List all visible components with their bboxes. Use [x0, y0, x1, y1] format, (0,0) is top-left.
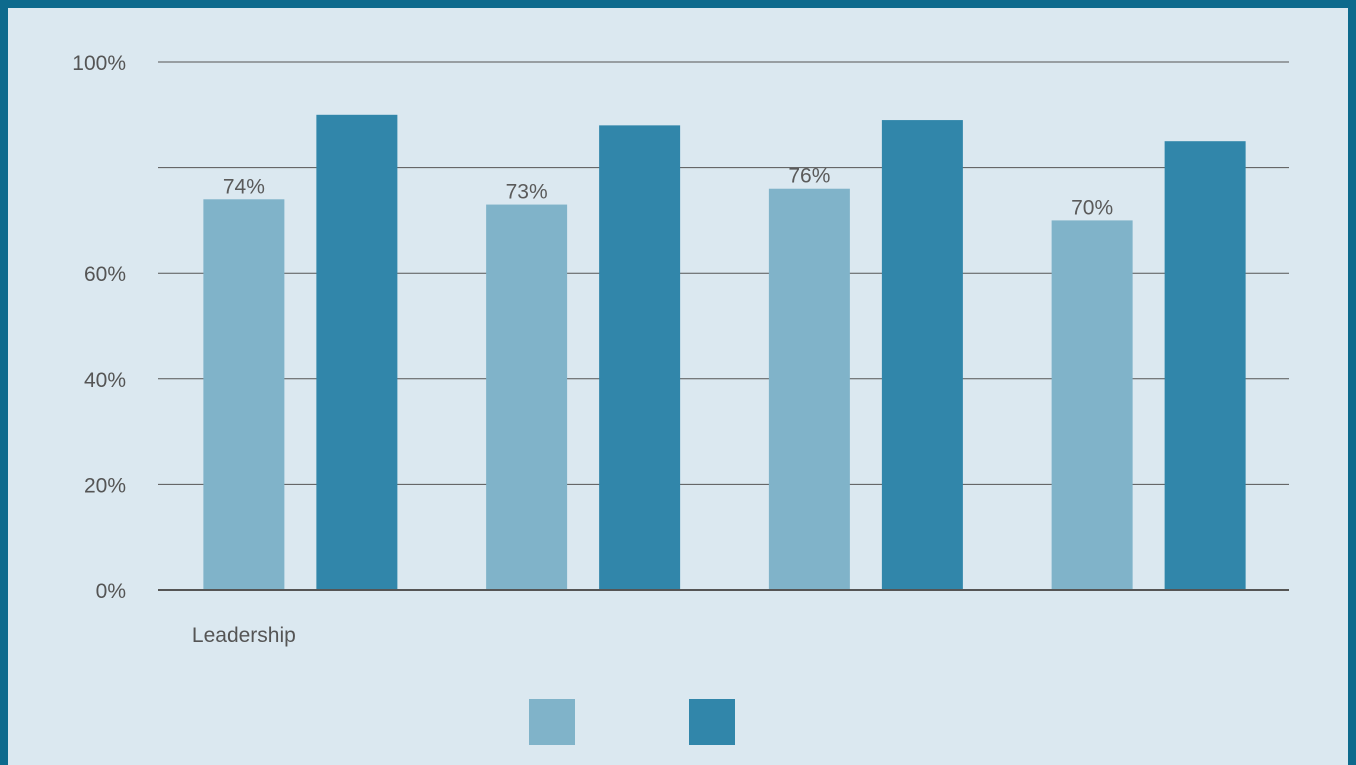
legend-swatch-series1 — [529, 699, 575, 745]
bar-series1-2 — [486, 204, 568, 590]
bar-series1-4 — [1051, 220, 1133, 590]
data-label-series1-4: 70% — [1071, 196, 1113, 219]
bar-series1-1 — [203, 199, 285, 590]
bar-series2-3 — [881, 120, 963, 590]
legend-swatch-series2 — [689, 699, 735, 745]
data-label-series1-3: 76% — [788, 165, 830, 188]
y-tick-label: 60% — [84, 263, 126, 286]
data-label-series1-2: 73% — [506, 181, 548, 204]
y-tick-label: 20% — [84, 474, 126, 497]
y-tick-label: 100% — [72, 52, 126, 75]
bar-chart: 0% 20% 40% 60% 100% 74% Leadership 73% 76% 70% — [72, 52, 1289, 745]
x-category-label: Leadership — [192, 624, 296, 647]
y-tick-label: 40% — [84, 369, 126, 392]
chart-panel: 0% 20% 40% 60% 100% 74% Leadership 73% 76% 70% — [8, 8, 1348, 765]
y-tick-label: 0% — [96, 580, 126, 603]
bar-series2-1 — [316, 114, 398, 591]
data-label-series1-1: 74% — [223, 175, 265, 198]
bar-series2-4 — [1164, 141, 1246, 590]
bar-series1-3 — [768, 188, 850, 590]
bar-series2-2 — [599, 125, 681, 591]
